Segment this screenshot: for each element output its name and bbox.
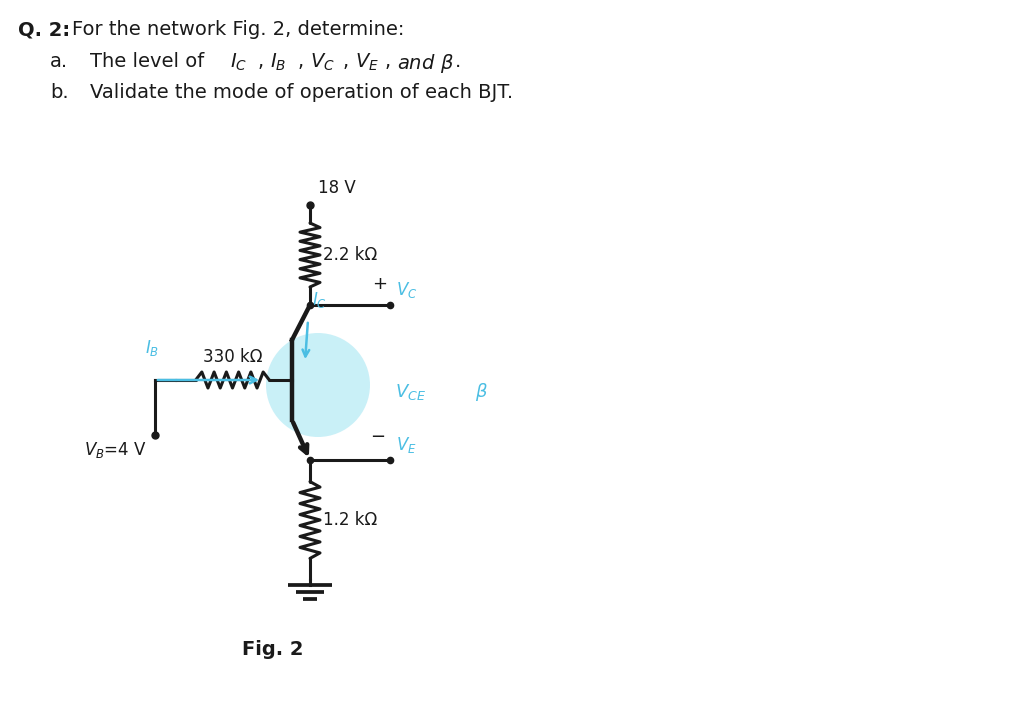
Text: a.: a. [50, 52, 69, 71]
Text: Fig. 2: Fig. 2 [242, 640, 303, 659]
Text: Q. 2:: Q. 2: [18, 20, 70, 39]
Text: $\beta$: $\beta$ [475, 381, 488, 403]
Text: $and\ \beta$: $and\ \beta$ [397, 52, 454, 75]
Text: For the network Fig. 2, determine:: For the network Fig. 2, determine: [72, 20, 404, 39]
Text: $V_E$: $V_E$ [355, 52, 379, 73]
Text: The level of: The level of [90, 52, 211, 71]
Text: 1.2 kΩ: 1.2 kΩ [323, 511, 377, 529]
Text: $V_C$: $V_C$ [310, 52, 335, 73]
Circle shape [266, 333, 370, 437]
Text: $I_C$: $I_C$ [312, 290, 327, 310]
Text: $V_B$=4 V: $V_B$=4 V [84, 440, 147, 460]
Text: 330 kΩ: 330 kΩ [203, 348, 262, 366]
Text: −: − [370, 428, 385, 446]
Text: $V_C$: $V_C$ [396, 280, 418, 300]
Text: 2.2 kΩ: 2.2 kΩ [323, 246, 377, 264]
Text: $V_E$: $V_E$ [396, 435, 417, 455]
Text: $I_C$: $I_C$ [230, 52, 247, 73]
Text: Validate the mode of operation of each BJT.: Validate the mode of operation of each B… [90, 83, 513, 102]
Text: $I_B$: $I_B$ [270, 52, 287, 73]
Text: ,: , [258, 52, 264, 71]
Text: 18 V: 18 V [318, 179, 355, 197]
Text: ,: , [343, 52, 349, 71]
Text: $I_B$: $I_B$ [145, 338, 159, 358]
Text: +: + [372, 275, 387, 293]
Text: $V_{CE}$: $V_{CE}$ [395, 382, 426, 402]
Text: b.: b. [50, 83, 69, 102]
Text: ,: , [385, 52, 391, 71]
Text: ,: , [298, 52, 304, 71]
Text: .: . [455, 52, 461, 71]
